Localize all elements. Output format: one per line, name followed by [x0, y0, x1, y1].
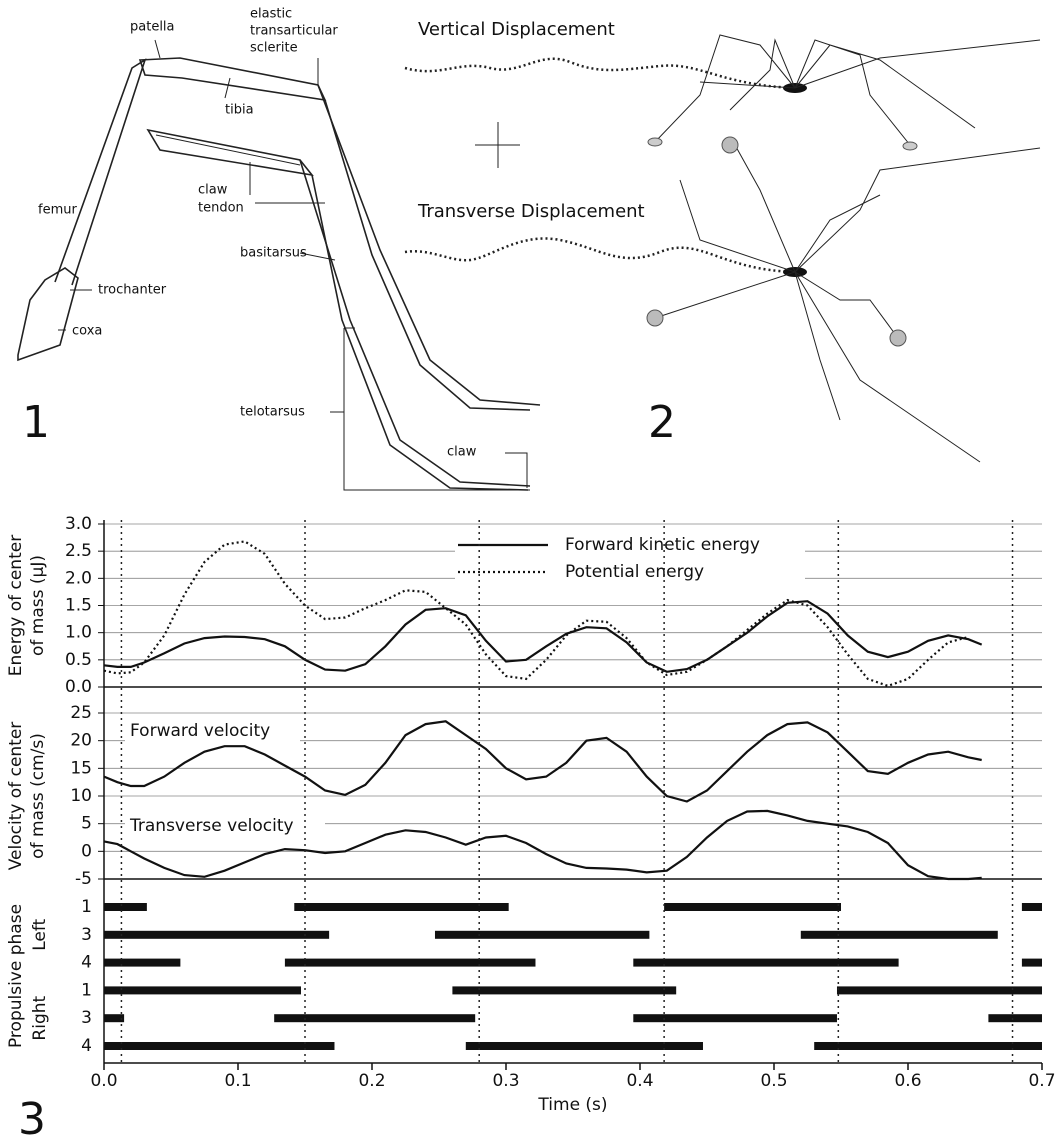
- y-axis-title: Propulsive phase: [6, 904, 26, 1048]
- y-tick-label: -5: [75, 869, 92, 889]
- legend-label: Forward kinetic energy: [565, 535, 760, 555]
- y-axis-title: Energy of center: [6, 535, 26, 676]
- y-tick-label: 0: [81, 841, 92, 861]
- y-tick-label: 3.0: [65, 514, 92, 534]
- row-label: 1: [81, 897, 92, 917]
- phase-bar: [104, 903, 147, 911]
- harvestman-drawing: [405, 35, 1040, 462]
- y-tick-label: 1.0: [65, 623, 92, 643]
- row-label: 1: [81, 980, 92, 1000]
- y-tick-label: 0.0: [65, 677, 92, 697]
- x-tick-label: 0.1: [224, 1071, 251, 1091]
- phase-bar: [104, 959, 180, 967]
- phase-bar: [104, 931, 329, 939]
- phase-bar: [988, 1014, 1042, 1022]
- y-tick-label: 2.5: [65, 541, 92, 561]
- y-tick-label: 2.0: [65, 568, 92, 588]
- row-label: 3: [81, 925, 92, 945]
- row-label: 4: [81, 1036, 92, 1056]
- phase-bar: [633, 959, 898, 967]
- group-label: Right: [30, 995, 50, 1040]
- phase-bar: [452, 986, 676, 994]
- series-line: [104, 601, 982, 672]
- leg-label: coxa: [72, 324, 102, 339]
- phase-bar: [837, 986, 1042, 994]
- x-tick-label: 0.5: [760, 1071, 787, 1091]
- leg-label: claw: [447, 445, 477, 460]
- y-tick-label: 5: [81, 814, 92, 834]
- phase-bar: [814, 1042, 1042, 1050]
- phase-bar: [801, 931, 998, 939]
- y-tick-label: 0.5: [65, 650, 92, 670]
- panel-number: 2: [648, 397, 676, 448]
- leg-label: femur: [38, 203, 77, 218]
- leg-label: patella: [130, 20, 175, 35]
- y-tick-label: 25: [70, 703, 92, 723]
- phase-bar: [435, 931, 649, 939]
- legend-label: Potential energy: [565, 562, 704, 582]
- y-tick-label: 20: [70, 731, 92, 751]
- figure: patella elastic transarticular sclerite …: [0, 0, 1055, 1143]
- phase-bar: [1022, 903, 1042, 911]
- x-axis-title: Time (s): [537, 1095, 607, 1115]
- leg-label: transarticular: [250, 24, 338, 39]
- x-tick-label: 0.7: [1028, 1071, 1055, 1091]
- x-tick-label: 0.6: [894, 1071, 921, 1091]
- y-tick-label: 15: [70, 758, 92, 778]
- panel-number: 3: [18, 1094, 46, 1143]
- y-axis-title: of mass (µJ): [28, 555, 48, 656]
- phase-bar: [466, 1042, 703, 1050]
- leg-label: tibia: [225, 103, 254, 118]
- x-tick-label: 0.0: [90, 1071, 117, 1091]
- leg-label: elastic: [250, 7, 292, 22]
- leg-label: tendon: [198, 201, 244, 216]
- row-label: 4: [81, 953, 92, 973]
- leg-label: trochanter: [98, 283, 167, 298]
- y-axis-title: Velocity of center: [6, 722, 26, 871]
- series-label: Transverse velocity: [129, 816, 294, 836]
- y-tick-label: 1.5: [65, 596, 92, 616]
- leg-label: sclerite: [250, 41, 298, 56]
- group-label: Left: [30, 918, 50, 950]
- y-tick-label: 10: [70, 786, 92, 806]
- panel-label: Transverse Displacement: [417, 201, 645, 222]
- panel-label: Vertical Displacement: [418, 19, 615, 40]
- phase-bar: [294, 903, 508, 911]
- leg-label: telotarsus: [240, 405, 305, 420]
- phase-bar: [664, 903, 841, 911]
- series-label: Forward velocity: [130, 721, 270, 741]
- leg-label: basitarsus: [240, 246, 307, 261]
- row-label: 3: [81, 1008, 92, 1028]
- phase-bar: [285, 959, 536, 967]
- phase-bar: [1022, 959, 1042, 967]
- x-tick-label: 0.3: [492, 1071, 519, 1091]
- phase-bar: [104, 986, 301, 994]
- panel-number: 1: [22, 397, 50, 448]
- y-axis-title: of mass (cm/s): [28, 733, 48, 859]
- phase-bar: [104, 1042, 334, 1050]
- x-tick-label: 0.2: [358, 1071, 385, 1091]
- leg-label: claw: [198, 183, 228, 198]
- leg-drawing: [18, 40, 540, 490]
- x-tick-label: 0.4: [626, 1071, 653, 1091]
